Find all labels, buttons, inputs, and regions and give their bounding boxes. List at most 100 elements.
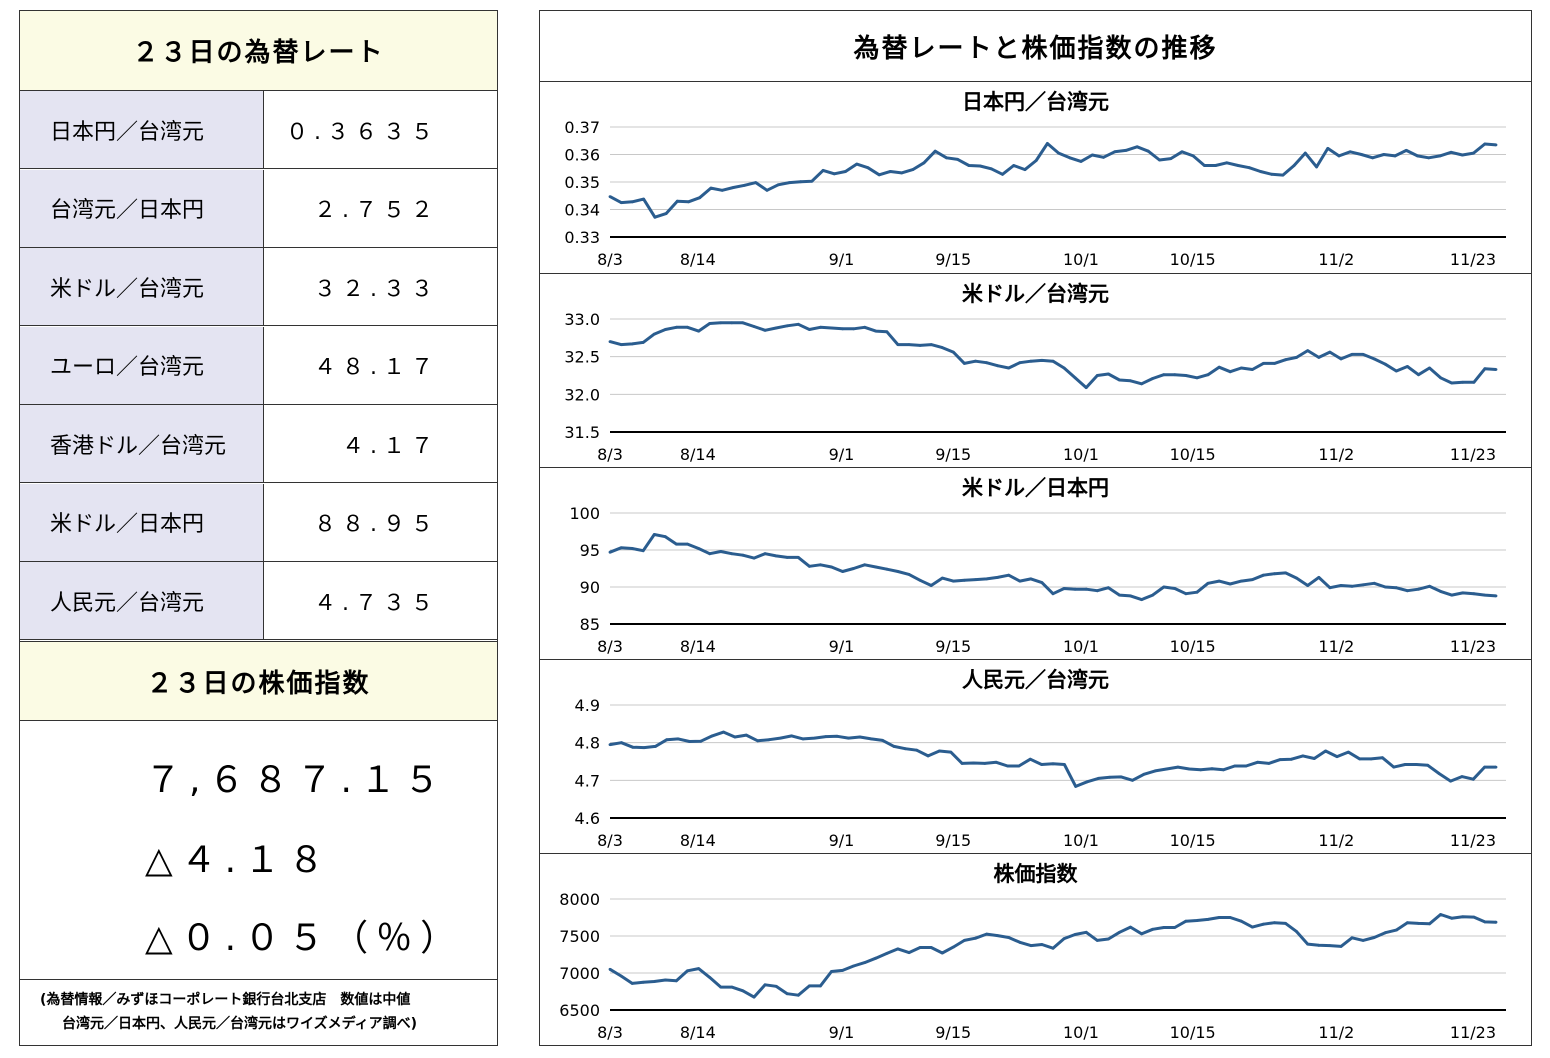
chart-title: 米ドル／台湾元 xyxy=(962,282,1109,306)
data-point xyxy=(1225,161,1229,165)
data-point xyxy=(1113,150,1117,154)
y-tick-label: 33.0 xyxy=(564,310,600,329)
data-point xyxy=(1029,944,1033,947)
x-tick-label: 9/1 xyxy=(829,250,855,269)
data-point xyxy=(896,343,900,346)
data-point xyxy=(1007,366,1011,370)
data-point xyxy=(1184,374,1188,377)
data-point xyxy=(1051,359,1055,363)
data-point xyxy=(1057,151,1060,155)
x-tick-label: 11/2 xyxy=(1318,831,1354,850)
data-point xyxy=(630,342,634,346)
y-tick-label: 0.37 xyxy=(564,118,600,137)
data-point xyxy=(1290,757,1293,761)
data-point xyxy=(796,556,800,559)
data-point xyxy=(1284,571,1287,575)
data-point xyxy=(1217,579,1221,583)
line-chart: 100 95 90 85 8/3 8/14 9/1 9/15 10/1 10/15 11/2 11/2… xyxy=(569,504,1506,656)
y-tick-label: 95 xyxy=(580,541,600,560)
data-point xyxy=(877,173,881,177)
data-point xyxy=(1040,943,1044,946)
data-point xyxy=(1199,768,1203,772)
data-point xyxy=(1483,142,1487,146)
y-tick-label: 4.8 xyxy=(575,734,600,753)
data-point xyxy=(819,984,822,988)
x-tick-label: 8/14 xyxy=(680,831,716,850)
data-point xyxy=(1214,164,1217,167)
chart-block: 日本円／台湾元 0.37 0.36 0.35 0.34 0.33 8/3 8/14 9/1 9/1… xyxy=(540,82,1531,273)
data-point xyxy=(708,552,712,556)
data-point xyxy=(1273,921,1276,925)
data-point xyxy=(1239,366,1243,370)
data-point xyxy=(1153,769,1157,773)
data-point xyxy=(1217,365,1221,369)
data-point xyxy=(799,180,803,184)
rate-name: 人民元／台湾元 xyxy=(20,562,264,639)
data-point xyxy=(687,200,690,204)
data-point xyxy=(1326,147,1330,150)
data-point xyxy=(785,324,789,328)
x-tick-label: 11/2 xyxy=(1318,1023,1354,1042)
rate-value: ４.１７ xyxy=(342,433,439,459)
data-point xyxy=(1267,762,1271,765)
data-point xyxy=(1306,349,1310,352)
data-point xyxy=(1494,368,1498,371)
data-point xyxy=(808,564,811,568)
y-tick-label: 100 xyxy=(569,504,600,523)
data-point xyxy=(858,735,862,739)
data-point xyxy=(1158,158,1161,162)
data-point xyxy=(630,982,634,985)
data-point xyxy=(1046,142,1049,145)
x-tick-label: 9/1 xyxy=(829,637,855,656)
data-point xyxy=(652,533,656,536)
data-point xyxy=(1173,373,1177,377)
data-point xyxy=(1222,768,1225,772)
data-point xyxy=(1428,366,1431,370)
data-point xyxy=(1372,581,1376,585)
data-point xyxy=(1306,584,1310,587)
data-point xyxy=(732,186,735,189)
data-point xyxy=(1162,373,1166,377)
data-point xyxy=(722,730,725,734)
data-point xyxy=(608,967,612,971)
data-point xyxy=(1324,749,1327,753)
data-point xyxy=(776,183,780,187)
data-point xyxy=(1383,585,1387,589)
data-point xyxy=(765,188,769,192)
data-point xyxy=(1361,583,1365,587)
data-point xyxy=(1085,780,1089,784)
data-point xyxy=(1079,160,1083,163)
y-tick-label: 0.35 xyxy=(564,173,600,192)
data-point xyxy=(1350,584,1354,588)
rate-value: ０.３６３５ xyxy=(286,119,439,145)
data-point xyxy=(1029,577,1033,581)
data-point xyxy=(956,158,960,161)
x-tick-label: 11/23 xyxy=(1450,445,1496,464)
data-point xyxy=(1140,932,1143,936)
data-point xyxy=(1107,372,1110,376)
data-point xyxy=(1012,164,1016,167)
x-tick-label: 11/2 xyxy=(1318,445,1354,464)
data-point xyxy=(1095,939,1099,942)
data-point xyxy=(652,332,656,336)
data-point xyxy=(1394,928,1398,932)
line-chart: 8000 7500 7000 6500 8/3 8/14 9/1 9/15 10/1 10/15 1… xyxy=(559,890,1506,1042)
data-point xyxy=(940,576,944,580)
data-point xyxy=(620,741,623,745)
x-tick-label: 11/23 xyxy=(1450,831,1496,850)
data-point xyxy=(918,344,922,347)
data-point xyxy=(1415,763,1418,766)
data-point xyxy=(960,762,964,765)
data-point xyxy=(676,737,680,741)
data-point xyxy=(852,567,855,570)
data-point xyxy=(1315,165,1318,169)
data-point xyxy=(1244,764,1248,768)
data-point xyxy=(752,995,756,999)
data-point xyxy=(1406,365,1409,368)
data-point xyxy=(830,970,833,973)
x-tick-label: 9/15 xyxy=(935,250,971,269)
data-point xyxy=(989,167,993,171)
data-point xyxy=(1339,945,1343,948)
data-point xyxy=(1228,916,1232,919)
data-point xyxy=(641,980,645,984)
